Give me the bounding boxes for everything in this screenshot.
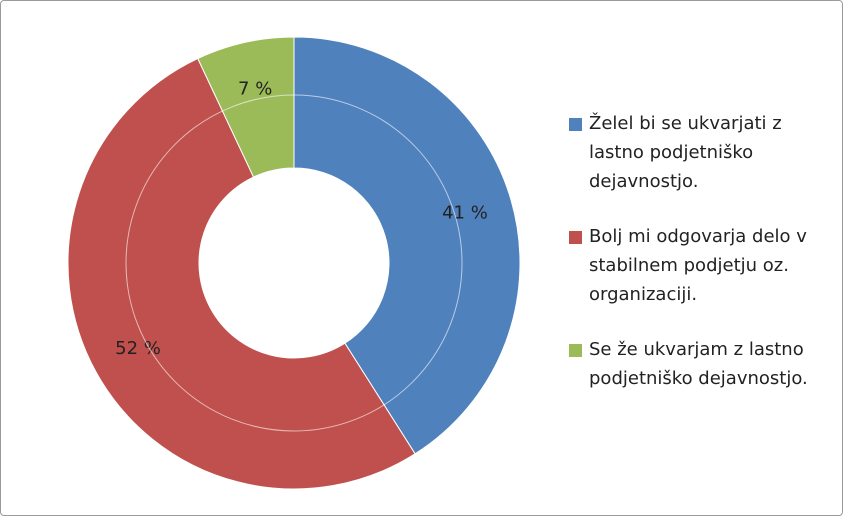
legend: Želel bi se ukvarjati z lastno podjetniš…	[569, 109, 831, 419]
legend-label: Želel bi se ukvarjati z lastno podjetniš…	[589, 113, 782, 192]
data-label: 52 %	[115, 338, 161, 359]
legend-item: Se že ukvarjam z lastno podjetniško deja…	[569, 335, 831, 393]
legend-key	[569, 231, 582, 244]
legend-label: Bolj mi odgovarja delo v stabilnem podje…	[589, 226, 807, 305]
plot-area: 41 % 52 % 7 %	[67, 36, 521, 490]
legend-key	[569, 118, 582, 131]
donut-slice	[293, 36, 521, 455]
legend-key	[569, 344, 582, 357]
ring-divider	[125, 94, 463, 432]
donut-slice	[67, 57, 416, 490]
donut-slice	[197, 36, 295, 178]
legend-item: Bolj mi odgovarja delo v stabilnem podje…	[569, 222, 831, 309]
data-label: 7 %	[238, 78, 272, 99]
data-label: 41 %	[442, 202, 488, 223]
legend-item: Želel bi se ukvarjati z lastno podjetniš…	[569, 109, 831, 196]
legend-label: Se že ukvarjam z lastno podjetniško deja…	[589, 339, 808, 389]
